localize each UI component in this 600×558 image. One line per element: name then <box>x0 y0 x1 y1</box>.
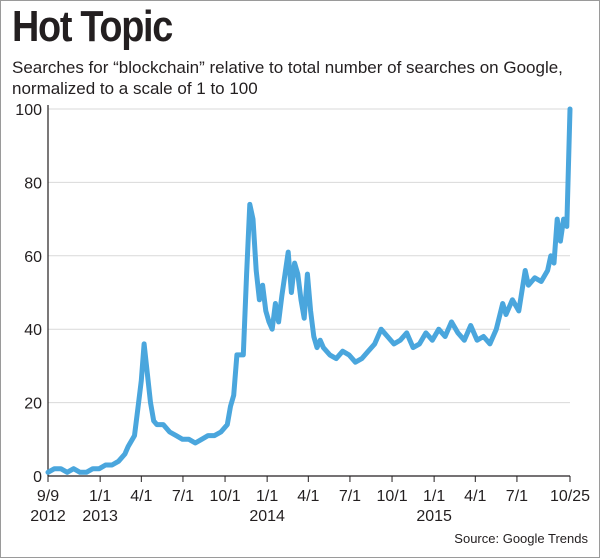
source-note: Source: Google Trends <box>454 531 588 546</box>
series-layer <box>45 106 573 475</box>
x-tick-label: 4/1 <box>130 488 152 505</box>
y-tick-label: 20 <box>24 396 42 413</box>
x-tick-label: 1/1 <box>256 488 278 505</box>
x-tick-label: 1/1 <box>423 488 445 505</box>
chart-subtitle: Searches for “blockchain” relative to to… <box>12 58 563 98</box>
x-tick-label: 7/1 <box>339 488 361 505</box>
x-tick-year: 2014 <box>249 508 285 525</box>
x-tick-label: 10/25 <box>550 488 590 505</box>
x-tick-label: 9/9 <box>37 488 59 505</box>
x-tick-label: 4/1 <box>464 488 486 505</box>
y-tick-label: 60 <box>24 249 42 266</box>
y-tick-label: 80 <box>24 175 42 192</box>
x-tick-label: 7/1 <box>172 488 194 505</box>
x-tick-year: 2013 <box>82 508 118 525</box>
y-axis: 0 20 40 60 80 100 <box>15 102 49 486</box>
x-tick-label: 1/1 <box>89 488 111 505</box>
x-tick-year: 2012 <box>30 508 66 525</box>
x-tick-year: 2015 <box>416 508 452 525</box>
y-tick-label: 100 <box>15 102 42 119</box>
series-line-0 <box>45 106 573 475</box>
chart-title: Hot Topic <box>12 2 173 51</box>
x-axis: 9/9 2012 1/1 2013 4/1 7/1 10/1 1/1 2014 4/1 7/1 10/… <box>30 475 590 525</box>
x-tick-label: 4/1 <box>297 488 319 505</box>
y-tick-label: 40 <box>24 322 42 339</box>
x-tick-label: 7/1 <box>506 488 528 505</box>
y-tick-label: 0 <box>33 469 42 486</box>
x-tick-label: 10/1 <box>209 488 240 505</box>
x-tick-label: 10/1 <box>376 488 407 505</box>
